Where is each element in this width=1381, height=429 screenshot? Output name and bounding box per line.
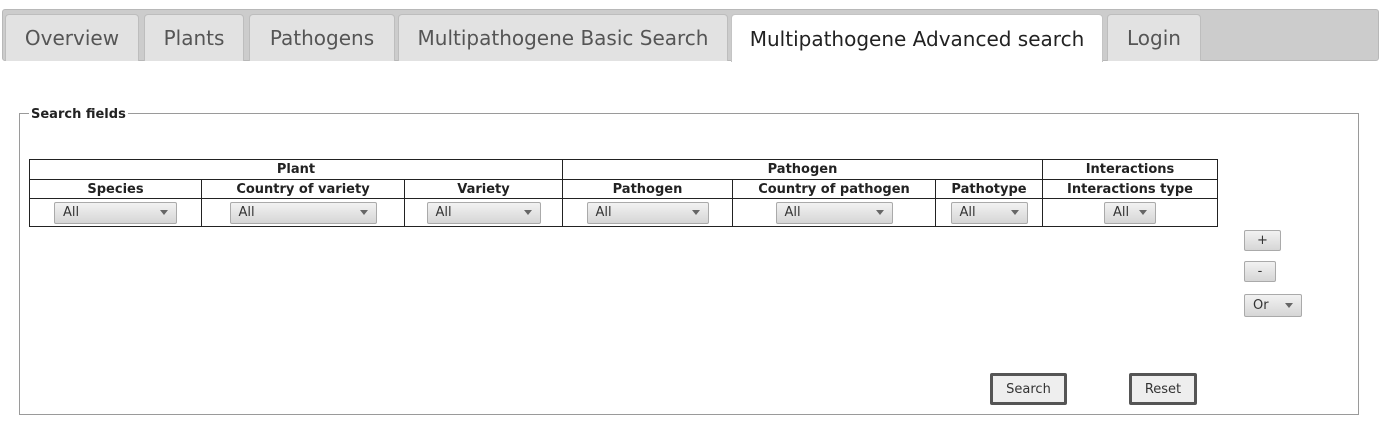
tab-plants[interactable]: Plants	[144, 14, 244, 61]
country-of-variety-select[interactable]: All	[229, 201, 377, 224]
cell-country-of-pathogen: All	[732, 198, 936, 227]
cell-pathogen: All	[562, 198, 733, 227]
tab-multipathogene-advanced-search[interactable]: Multipathogene Advanced search	[731, 14, 1103, 62]
chevron-down-icon	[1285, 303, 1293, 308]
group-header-pathogen: Pathogen	[562, 159, 1043, 180]
search-fields-fieldset	[19, 113, 1359, 415]
pathogen-select-value: All	[595, 205, 612, 220]
search-button[interactable]: Search	[990, 373, 1067, 405]
group-header-interactions: Interactions	[1042, 159, 1218, 180]
column-header-country-of-pathogen: Country of pathogen	[732, 179, 936, 199]
country-of-pathogen-select[interactable]: All	[775, 201, 893, 224]
tab-pathogens[interactable]: Pathogens	[249, 14, 395, 61]
group-header-plant: Plant	[29, 159, 563, 180]
chevron-down-icon	[1139, 210, 1147, 215]
pathotype-select[interactable]: All	[950, 201, 1028, 224]
chevron-down-icon	[1010, 210, 1019, 215]
column-header-variety: Variety	[404, 179, 563, 199]
reset-button[interactable]: Reset	[1129, 373, 1197, 405]
cell-interactions-type: All	[1042, 198, 1218, 227]
interactions-type-select[interactable]: All	[1104, 201, 1156, 224]
cell-species: All	[29, 198, 202, 227]
country-of-pathogen-select-value: All	[784, 205, 801, 220]
cell-country-of-variety: All	[201, 198, 405, 227]
tab-multipathogene-basic-search[interactable]: Multipathogene Basic Search	[398, 14, 728, 61]
cell-variety: All	[404, 198, 563, 227]
search-fields-legend: Search fields	[29, 107, 128, 122]
column-header-country-of-variety: Country of variety	[201, 179, 405, 199]
tab-login[interactable]: Login	[1107, 14, 1201, 61]
add-row-button[interactable]: +	[1244, 230, 1281, 251]
variety-select[interactable]: All	[426, 201, 541, 224]
pathogen-select[interactable]: All	[586, 201, 709, 224]
species-select[interactable]: All	[54, 201, 177, 224]
tab-bar: Overview Plants Pathogens Multipathogene…	[2, 9, 1379, 62]
interactions-type-select-value: All	[1113, 205, 1130, 220]
search-criteria-table: Plant Pathogen Interactions Species Coun…	[29, 159, 1218, 227]
column-header-interactions-type: Interactions type	[1042, 179, 1218, 199]
column-header-pathogen: Pathogen	[562, 179, 733, 199]
tab-overview[interactable]: Overview	[5, 14, 139, 61]
chevron-down-icon	[359, 210, 368, 215]
operator-select[interactable]: Or	[1244, 294, 1302, 317]
column-header-pathotype: Pathotype	[935, 179, 1043, 199]
remove-row-button[interactable]: -	[1244, 261, 1276, 282]
column-header-species: Species	[29, 179, 202, 199]
pathotype-select-value: All	[959, 205, 976, 220]
cell-pathotype: All	[935, 198, 1043, 227]
chevron-down-icon	[160, 210, 168, 215]
chevron-down-icon	[691, 210, 700, 215]
variety-select-value: All	[435, 205, 452, 220]
operator-select-value: Or	[1253, 298, 1269, 313]
species-select-value: All	[63, 205, 80, 220]
chevron-down-icon	[875, 210, 884, 215]
country-of-variety-select-value: All	[238, 205, 255, 220]
chevron-down-icon	[523, 210, 532, 215]
